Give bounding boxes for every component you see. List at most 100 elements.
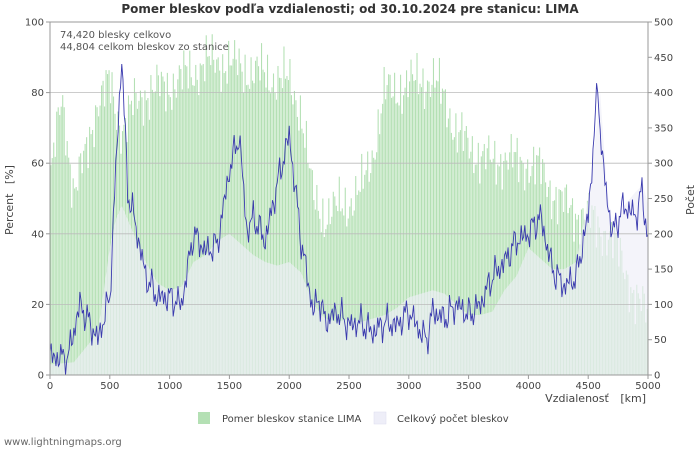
ratio-bar <box>370 173 372 375</box>
y-left-tick-label: 60 <box>31 159 44 170</box>
ratio-bar <box>141 97 143 376</box>
ratio-bar <box>104 106 106 375</box>
ratio-bar <box>232 58 234 375</box>
ratio-bar <box>465 126 467 375</box>
ratio-bar <box>186 66 188 375</box>
ratio-bar <box>379 134 381 375</box>
ratio-bar <box>166 72 168 375</box>
ratio-bar <box>86 137 88 375</box>
ratio-bar <box>388 74 390 376</box>
ratio-bar <box>180 68 182 375</box>
ratio-bar <box>359 191 361 375</box>
y-left-label-unit: [%] <box>3 165 16 184</box>
ratio-bar <box>412 74 414 376</box>
annotation-total: 74,420 blesky celkovo <box>60 30 171 41</box>
ratio-bar <box>317 210 319 375</box>
y-right-label: Počet <box>684 184 697 215</box>
ratio-bar <box>54 156 56 375</box>
ratio-bar <box>364 174 366 375</box>
ratio-bar <box>238 48 240 375</box>
ratio-bar <box>376 152 378 375</box>
ratio-bar <box>491 162 493 375</box>
ratio-bar <box>169 97 171 375</box>
ratio-bar <box>447 118 449 375</box>
ratio-bar <box>467 137 469 375</box>
ratio-bar <box>90 134 92 375</box>
ratio-bar <box>237 75 239 375</box>
ratio-bar <box>183 50 185 376</box>
ratio-bar <box>316 184 318 375</box>
ratio-bar <box>485 169 487 375</box>
ratio-bar <box>160 71 162 375</box>
ratio-bar <box>154 91 156 376</box>
ratio-bar <box>480 156 482 375</box>
ratio-bar <box>437 81 439 375</box>
y-left-tick-label: 80 <box>31 88 44 99</box>
ratio-bar <box>63 107 65 376</box>
ratio-bar <box>358 190 360 375</box>
ratio-bar <box>80 153 82 375</box>
ratio-bar <box>356 194 358 375</box>
ratio-bar <box>247 84 249 375</box>
ratio-bar <box>404 87 406 375</box>
ratio-bar <box>259 80 261 376</box>
x-tick-label: 1000 <box>157 381 182 392</box>
ratio-bar <box>392 96 394 375</box>
ratio-bar <box>464 130 466 375</box>
ratio-bar <box>229 65 231 375</box>
y-left-tick-label: 100 <box>25 18 44 29</box>
ratio-bar <box>159 96 161 375</box>
ratio-bar <box>102 80 104 375</box>
ratio-bar <box>168 94 170 375</box>
ratio-bar <box>286 76 288 375</box>
ratio-bar <box>346 226 348 375</box>
ratio-bar <box>374 159 376 375</box>
ratio-bar <box>456 152 458 375</box>
ratio-bar <box>253 83 255 376</box>
ratio-bar <box>461 112 463 376</box>
ratio-bar <box>165 111 167 376</box>
ratio-bar <box>110 103 112 375</box>
ratio-bar <box>98 116 100 375</box>
y-right-tick-label: 400 <box>654 88 673 99</box>
ratio-bar <box>476 164 478 375</box>
ratio-bar <box>353 210 355 375</box>
ratio-bar <box>449 108 451 375</box>
ratio-bar <box>142 125 144 375</box>
total-count-polyline <box>49 64 649 376</box>
ratio-bar <box>473 173 475 375</box>
ratio-bar <box>181 89 183 376</box>
ratio-bar <box>305 120 307 375</box>
ratio-bar <box>72 178 74 375</box>
ratio-bar <box>293 90 295 376</box>
y-right-tick-label: 50 <box>654 335 667 346</box>
ratio-bar <box>57 107 59 375</box>
ratio-bar <box>147 98 149 375</box>
ratio-bar <box>256 56 258 375</box>
ratio-bar <box>75 186 77 375</box>
ratio-bar <box>202 64 204 375</box>
y-left-tick-label: 20 <box>31 300 44 311</box>
ratio-bar <box>349 206 351 375</box>
footer-credit: www.lightningmaps.org <box>4 437 122 448</box>
ratio-bar <box>107 74 109 375</box>
ratio-bar <box>444 89 446 375</box>
ratio-bar <box>343 215 345 375</box>
ratio-bar <box>355 176 357 375</box>
chart-title: Pomer bleskov podľa vzdialenosti; od 30.… <box>121 2 579 16</box>
ratio-bar <box>492 158 494 375</box>
ratio-bar <box>71 207 73 375</box>
x-tick-label: 4500 <box>575 381 600 392</box>
ratio-bar <box>50 165 52 375</box>
ratio-bar <box>368 181 370 375</box>
ratio-bar <box>483 143 485 375</box>
ratio-bar <box>295 100 297 376</box>
ratio-bar <box>474 164 476 375</box>
ratio-bar <box>175 97 177 375</box>
ratio-bar <box>162 76 164 376</box>
ratio-bar <box>231 65 233 375</box>
ratio-bar <box>443 90 445 375</box>
ratio-bar <box>507 169 509 375</box>
ratio-bar <box>281 88 284 375</box>
